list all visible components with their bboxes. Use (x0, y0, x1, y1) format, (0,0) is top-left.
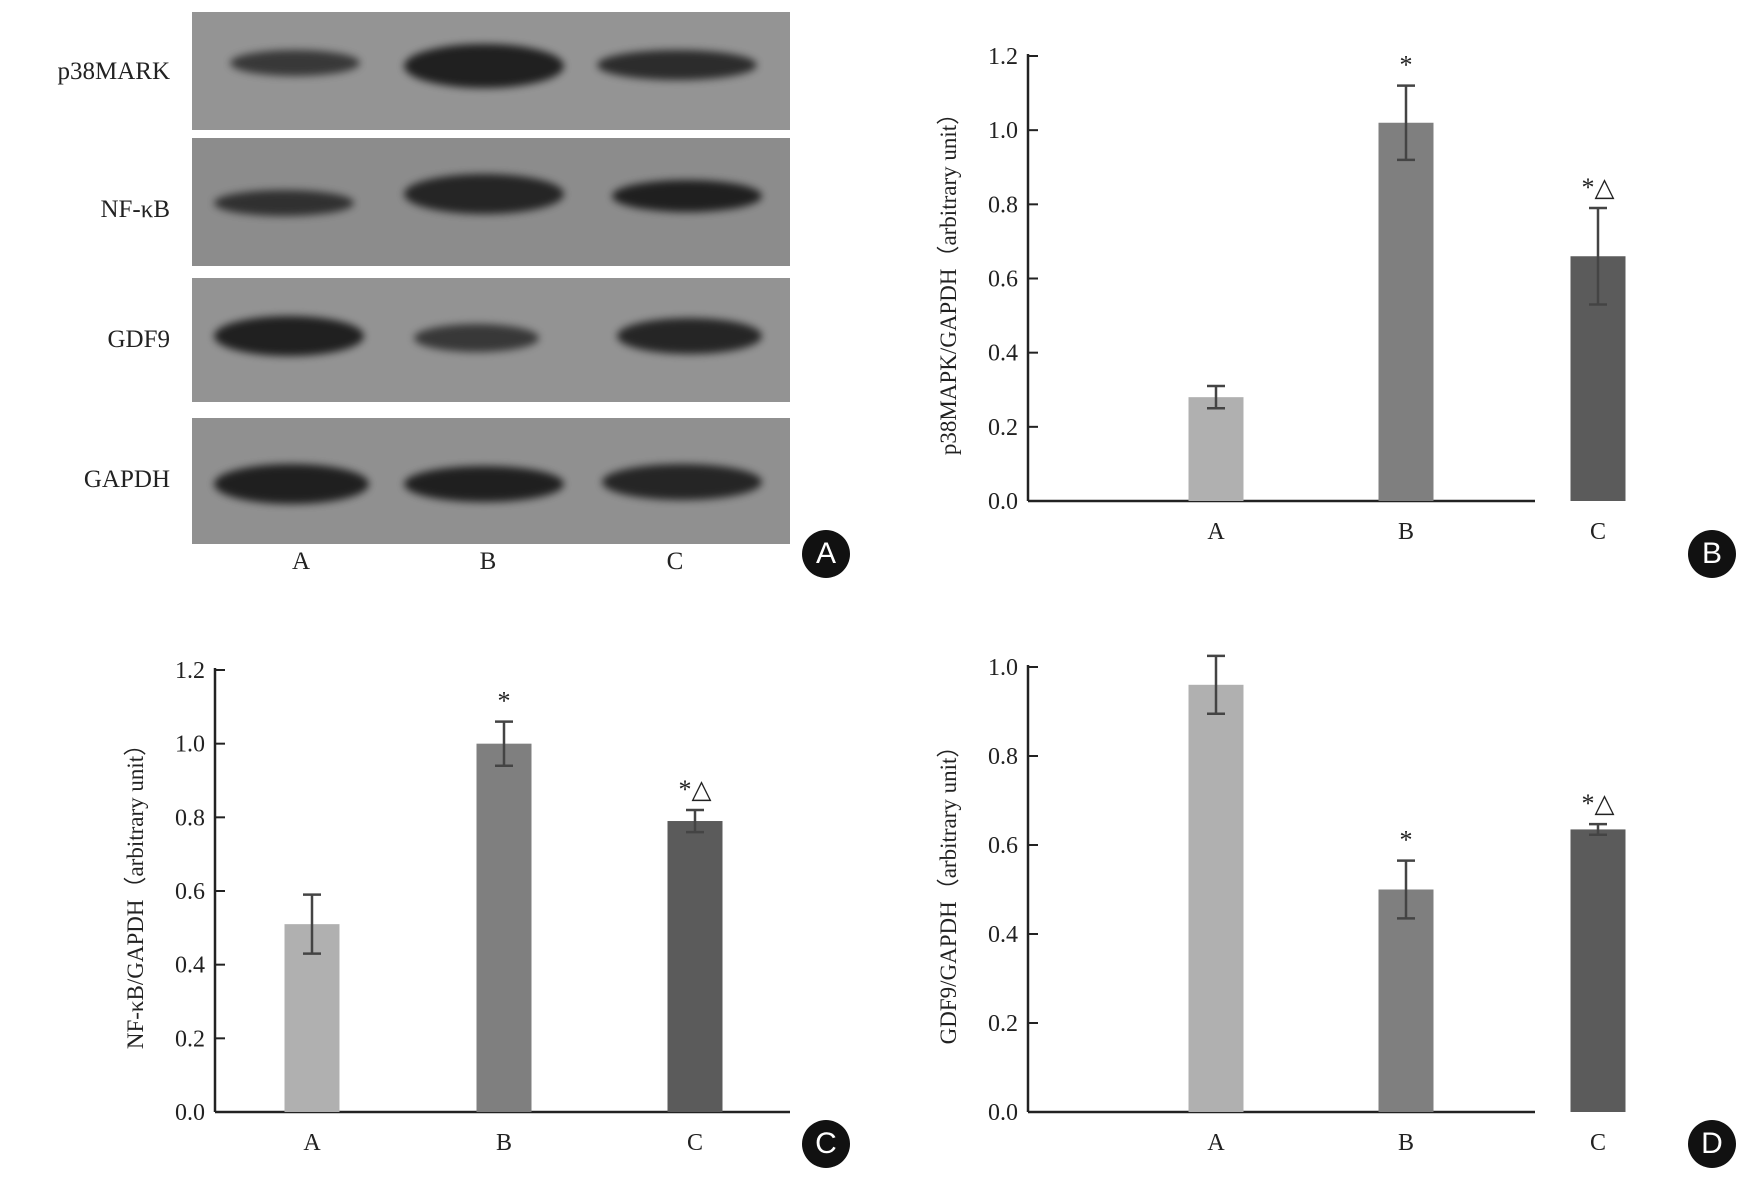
y-tick-label: 0.8 (988, 192, 1018, 218)
bar-b (1378, 889, 1434, 1112)
chart-panel-b: 0.0 0.2 0.4 0.6 0.8 1.0 1.2 p38MAPK/GAPDH（arbit… (870, 0, 1748, 590)
y-tick-label: 0.8 (175, 805, 205, 831)
y-tick-label: 0.4 (175, 953, 205, 979)
blot-strip-nfkb (192, 138, 790, 266)
y-tick-label: 0.0 (988, 1100, 1018, 1126)
panel-badge-c: C (802, 1120, 850, 1168)
x-tick-label: B (1398, 519, 1414, 545)
blot-band (617, 318, 762, 354)
blot-label-gapdh: GAPDH (83, 466, 170, 493)
lane-label-b: B (479, 548, 497, 575)
y-tick-label: 0.6 (988, 267, 1018, 293)
bar-chart-gdf9: 0.0 0.2 0.4 0.6 0.8 1.0 GDF9/GAPDH（arbitrary u… (936, 654, 1626, 1156)
significance-marker: * (1400, 826, 1413, 855)
y-tick-label: 1.2 (175, 658, 205, 684)
panel-badge-b: B (1688, 530, 1736, 578)
blot-band (597, 50, 757, 80)
blot-label-gdf9: GDF9 (107, 326, 170, 353)
blot-band (404, 44, 564, 88)
y-axis-label: GDF9/GAPDH（arbitrary unit） (936, 735, 961, 1045)
blot-strip-p38mark (192, 12, 790, 130)
x-tick-label: A (303, 1130, 321, 1156)
y-tick-label: 0.2 (988, 1011, 1018, 1037)
significance-marker: *△ (1582, 789, 1615, 818)
bar-c (667, 821, 723, 1112)
x-tick-label: C (1590, 519, 1606, 545)
significance-marker: *△ (1582, 173, 1615, 202)
y-tick-label: 0.8 (988, 744, 1018, 770)
x-tick-label: B (1398, 1130, 1414, 1156)
blot-band (230, 50, 360, 76)
blot-band (214, 464, 369, 504)
x-tick-label: C (687, 1130, 703, 1156)
x-tick-label: A (1207, 519, 1225, 545)
chart-panel-c: 0.0 0.2 0.4 0.6 0.8 1.0 1.2 NF-κB/GAPDH（arbitra… (0, 590, 870, 1175)
y-axis-label: p38MAPK/GAPDH（arbitrary unit） (936, 102, 961, 455)
bar-a (1188, 397, 1244, 501)
x-tick-label: A (1207, 1130, 1225, 1156)
blot-band (214, 190, 354, 216)
y-tick-label: 1.0 (175, 732, 205, 758)
significance-marker: * (498, 687, 511, 716)
panel-badge-a: A (802, 530, 850, 578)
y-tick-label: 0.0 (175, 1100, 205, 1126)
y-tick-label: 0.4 (988, 341, 1018, 367)
lane-label-a: A (291, 548, 311, 575)
bar-c (1570, 829, 1626, 1112)
x-tick-label: B (496, 1130, 512, 1156)
y-tick-label: 1.0 (988, 655, 1018, 681)
blot-label-p38mark: p38MARK (57, 58, 170, 85)
bar-a (1188, 684, 1244, 1112)
blot-strip-gdf9 (192, 278, 790, 402)
blot-band (214, 316, 364, 356)
y-tick-label: 0.4 (988, 922, 1018, 948)
y-tick-label: 0.6 (988, 833, 1018, 859)
blot-band (602, 464, 762, 500)
blot-band (404, 466, 564, 502)
significance-marker: *△ (679, 775, 712, 804)
blot-band (414, 324, 539, 352)
x-tick-label: C (1590, 1130, 1606, 1156)
western-blot-panel: p38MARK NF-κB GDF9 GAPDH A B C A (0, 0, 870, 590)
bar-b (1378, 122, 1434, 501)
chart-panel-d: 0.0 0.2 0.4 0.6 0.8 1.0 GDF9/GAPDH（arbitrary u… (870, 590, 1748, 1175)
y-tick-label: 0.2 (175, 1026, 205, 1052)
lane-label-c: C (666, 548, 684, 575)
panel-badge-d: D (1688, 1120, 1736, 1168)
blot-label-nfkb: NF-κB (100, 196, 170, 223)
y-tick-label: 0.0 (988, 489, 1018, 515)
blot-strip-gapdh (192, 418, 790, 544)
blot-band (612, 180, 762, 212)
blot-band (404, 174, 564, 214)
y-tick-label: 0.6 (175, 879, 205, 905)
bar-a (284, 924, 340, 1112)
bar-b (476, 743, 532, 1112)
y-tick-label: 1.2 (988, 44, 1018, 70)
significance-marker: * (1400, 51, 1413, 80)
y-tick-label: 0.2 (988, 415, 1018, 441)
y-axis-label: NF-κB/GAPDH（arbitrary unit） (123, 733, 148, 1049)
y-tick-label: 1.0 (988, 118, 1018, 144)
bar-chart-nfkb: 0.0 0.2 0.4 0.6 0.8 1.0 1.2 NF-κB/GAPDH（arbitra… (123, 658, 790, 1156)
bar-chart-p38mapk: 0.0 0.2 0.4 0.6 0.8 1.0 1.2 p38MAPK/GAPDH（arbit… (936, 44, 1626, 545)
